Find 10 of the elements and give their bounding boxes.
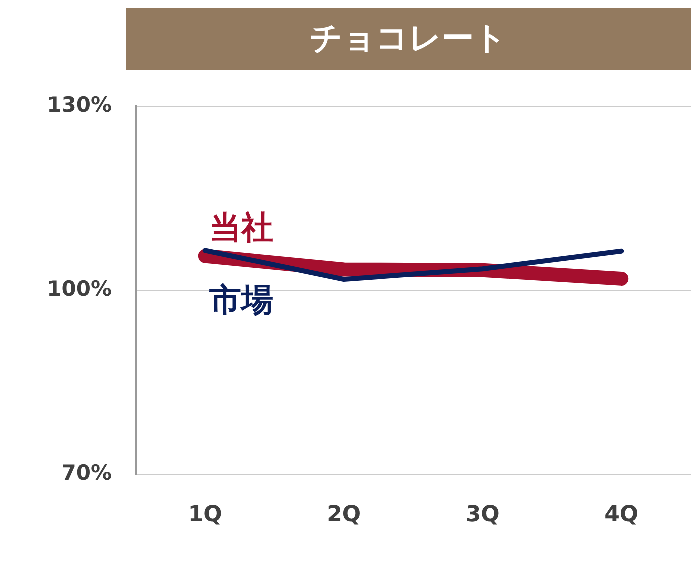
x-tick-label: 2Q (327, 502, 362, 528)
y-tick-label: 100% (47, 277, 112, 302)
x-tick-label: 3Q (466, 502, 500, 528)
x-tick-label: 1Q (188, 502, 222, 528)
chart-title: チョコレート (126, 8, 691, 70)
series-label: 市場 (208, 281, 274, 320)
y-tick-label: 70% (62, 461, 112, 486)
x-tick-label: 4Q (604, 502, 639, 528)
series-label: 当社 (209, 208, 274, 247)
y-tick-label: 130% (47, 93, 112, 118)
